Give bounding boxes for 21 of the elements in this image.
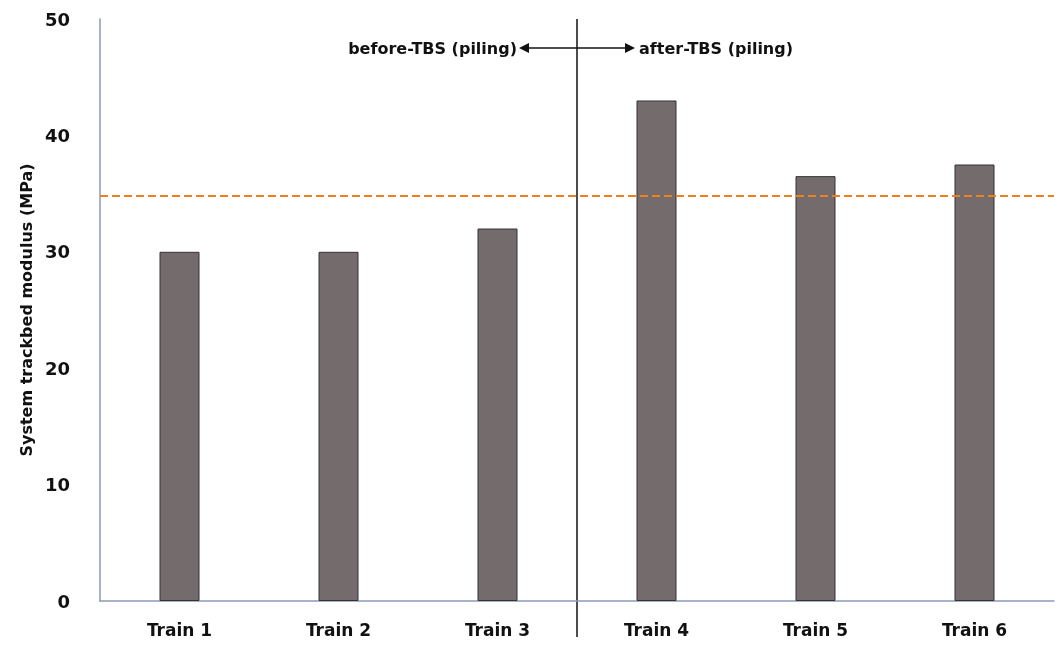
y-tick-label: 10: [44, 474, 70, 496]
x-tick-label: Train 5: [782, 619, 849, 640]
x-tick-label: Train 3: [464, 619, 531, 640]
bar: [318, 251, 359, 601]
bar: [954, 164, 995, 601]
y-tick-label: 30: [44, 241, 70, 263]
x-tick-label: Train 1: [146, 619, 213, 640]
x-tick-label: Train 4: [623, 619, 690, 640]
y-tick-label: 20: [44, 357, 70, 379]
x-tick-label: Train 2: [305, 619, 372, 640]
annotation: after-TBS (piling): [639, 38, 794, 58]
annotation: before-TBS (piling): [348, 38, 517, 58]
bar: [159, 251, 200, 601]
bar: [477, 228, 518, 601]
y-tick-label: 50: [44, 8, 70, 30]
bar: [636, 100, 677, 601]
x-tick-label: Train 6: [941, 619, 1008, 640]
y-tick-label: 0: [57, 590, 70, 612]
y-tick-label: 40: [44, 124, 70, 146]
y-axis-title: System trackbed modulus (MPa): [16, 163, 36, 457]
bar: [795, 176, 836, 601]
